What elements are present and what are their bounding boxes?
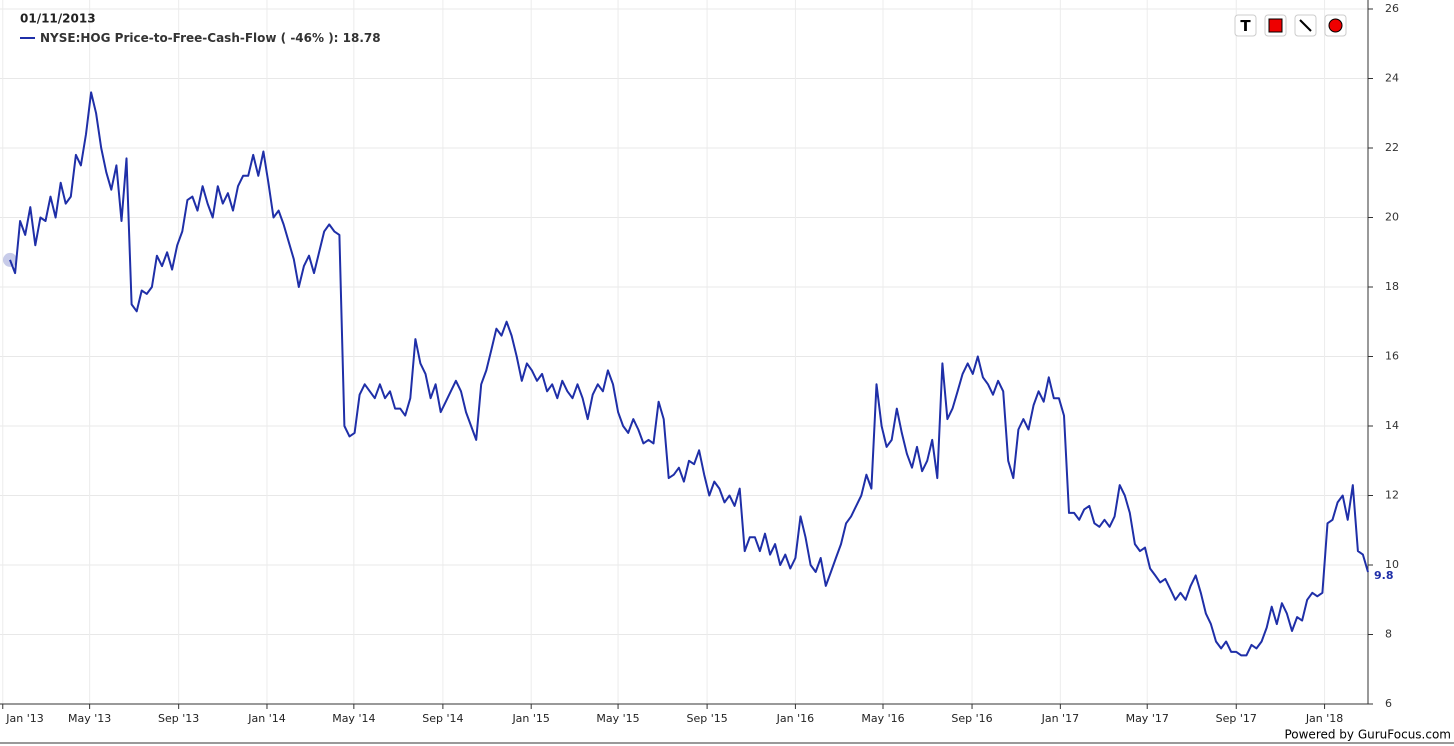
x-tick-label: Jan '14 — [247, 712, 285, 725]
x-tick-label: Jan '13 — [5, 712, 43, 725]
y-tick-label: 6 — [1385, 697, 1392, 710]
x-tick-label: May '15 — [596, 712, 639, 725]
start-marker — [3, 252, 17, 267]
x-tick-label: Jan '15 — [511, 712, 549, 725]
legend-value: 18.78 — [343, 31, 381, 45]
date-label: 01/11/2013 — [20, 12, 96, 26]
y-tick-label: 16 — [1385, 350, 1399, 363]
x-tick-label: Sep '15 — [686, 712, 727, 725]
tool-button[interactable] — [1234, 14, 1257, 37]
x-tick-label: Jan '17 — [1041, 712, 1079, 725]
tool-label[interactable]: T — [1240, 17, 1251, 35]
y-tick-label: 8 — [1385, 628, 1392, 641]
x-tick-label: May '16 — [861, 712, 904, 725]
x-tick-label: May '14 — [332, 712, 375, 725]
x-tick-label: May '13 — [68, 712, 111, 725]
series-line — [9, 91, 1369, 657]
legend-name: NYSE:HOG Price-to-Free-Cash-Flow ( -46% … — [40, 31, 338, 45]
x-tick-label: Sep '14 — [422, 712, 463, 725]
y-tick-label: 26 — [1385, 2, 1399, 15]
x-tick-label: Sep '17 — [1216, 712, 1257, 725]
circle-tool[interactable] — [1324, 14, 1347, 37]
tool-icon[interactable] — [1328, 18, 1343, 33]
x-tick-label: Jan '18 — [1305, 712, 1343, 725]
credit: Powered by GuruFocus.com — [1284, 728, 1451, 742]
x-tick-label: Jan '16 — [776, 712, 814, 725]
grid — [0, 0, 1368, 705]
y-tick-label: 10 — [1385, 558, 1399, 571]
x-tick-label: Sep '16 — [951, 712, 992, 725]
y-tick-label: 18 — [1385, 280, 1399, 293]
end-value-label: 9.8 — [1374, 569, 1394, 582]
y-tick-label: 24 — [1385, 72, 1399, 85]
text-tool[interactable]: T — [1234, 14, 1257, 37]
tool-icon[interactable] — [1299, 19, 1312, 32]
y-tick-label: 12 — [1385, 489, 1399, 502]
y-tick-label: 20 — [1385, 211, 1399, 224]
x-tick-label: Sep '13 — [158, 712, 199, 725]
tool-icon[interactable] — [1268, 18, 1283, 33]
x-tick-label: May '17 — [1126, 712, 1169, 725]
rect-tool[interactable] — [1264, 14, 1287, 37]
legend-label: NYSE:HOG Price-to-Free-Cash-Flow ( -46% … — [40, 31, 381, 45]
line-tool[interactable] — [1294, 14, 1317, 37]
y-tick-label: 22 — [1385, 141, 1399, 154]
y-tick-label: 14 — [1385, 419, 1399, 432]
